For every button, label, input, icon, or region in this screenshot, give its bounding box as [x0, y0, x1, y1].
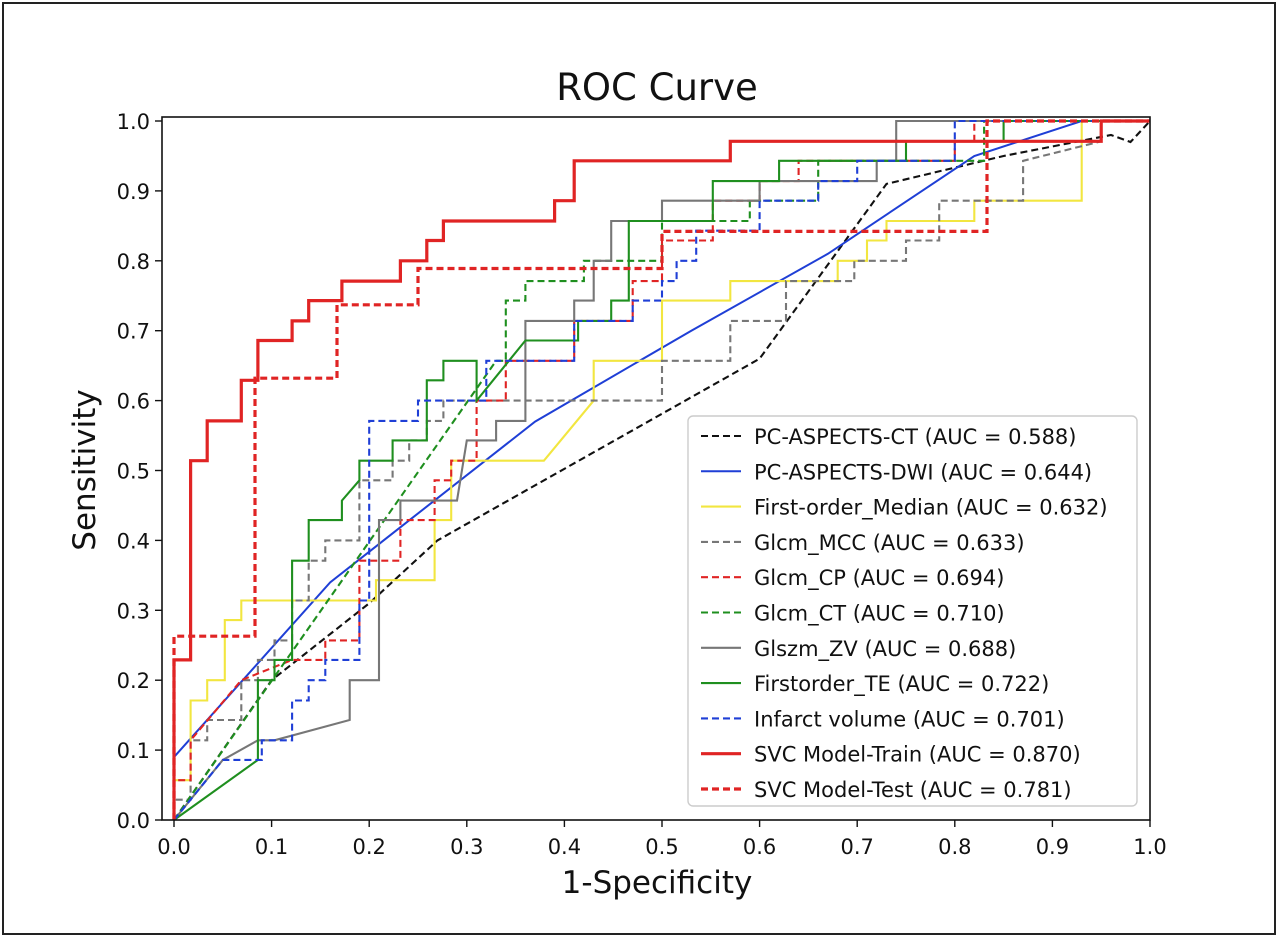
series-line-2	[173, 120, 1150, 758]
series-line-10	[172, 119, 1150, 820]
legend-box	[687, 415, 1138, 807]
x-tick-label: 0.5	[645, 835, 678, 859]
legend-label-6: Glcm_CT (AUC = 0.710)	[754, 602, 1005, 627]
y-tick-label: 0.8	[117, 250, 150, 274]
x-tick-label: 0.4	[548, 835, 581, 859]
chart-title: ROC Curve	[556, 66, 758, 109]
y-tick-label: 0.3	[117, 599, 150, 623]
series-line-8	[173, 119, 1150, 821]
legend-label-3: First-order_Median (AUC = 0.632)	[754, 496, 1108, 521]
legend-label-4: Glcm_MCC (AUC = 0.633)	[754, 531, 1025, 556]
tick-layer: 0.0 0.1 0.2 0.3 0.4 0.5 0.6 0.7 0.8 0.9 1.0 0.0 0.1 0…	[117, 110, 1167, 859]
legend-label-10: SVC Model-Train (AUC = 0.870)	[754, 743, 1081, 767]
x-axis-label: 1-Specificity	[562, 865, 753, 901]
x-tick-label: 0.2	[352, 835, 385, 859]
x-tick-label: 0.7	[840, 835, 873, 859]
legend-label-1: PC-ASPECTS-CT (AUC = 0.588)	[754, 425, 1077, 449]
series-line-11	[172, 119, 1150, 820]
legend-label-8: Firstorder_TE (AUC = 0.722)	[754, 672, 1049, 697]
legend-label-2: PC-ASPECTS-DWI (AUC = 0.644)	[754, 460, 1092, 484]
series-line-4	[172, 119, 1150, 820]
y-tick-label: 0.9	[117, 180, 150, 204]
plot-area-frame	[161, 116, 1151, 821]
x-tick-label: 0.8	[938, 835, 971, 859]
y-tick-label: 1.0	[117, 110, 150, 134]
series-line-9	[173, 119, 1150, 821]
legend-label-9: Infarct volume (AUC = 0.701)	[754, 707, 1065, 731]
x-tick-label: 0.6	[743, 835, 776, 859]
y-tick-label: 0.7	[117, 320, 150, 344]
y-axis-label: Sensitivity	[67, 389, 103, 550]
x-tick-label: 0.0	[157, 835, 190, 859]
x-tick-label: 0.1	[255, 835, 288, 859]
x-tick-label: 0.9	[1036, 835, 1069, 859]
series-line-1	[173, 120, 1151, 821]
y-tick-label: 0.1	[117, 739, 150, 763]
legend-label-11: SVC Model-Test (AUC = 0.781)	[754, 778, 1072, 802]
legend-label-5: Glcm_CP (AUC = 0.694)	[754, 566, 1004, 591]
y-tick-label: 0.2	[117, 669, 150, 693]
x-tick-label: 0.3	[450, 835, 483, 859]
x-tick-label: 1.0	[1133, 835, 1166, 859]
series-layer	[172, 119, 1151, 821]
y-tick-label: 0.4	[117, 529, 150, 553]
y-tick-label: 0.0	[117, 809, 150, 833]
y-tick-label: 0.5	[117, 460, 150, 484]
legend-label-7: Glszm_ZV (AUC = 0.688)	[754, 637, 1016, 662]
y-tick-label: 0.6	[117, 390, 150, 414]
legend: PC-ASPECTS-CT (AUC = 0.588) PC-ASPECTS-DW…	[687, 415, 1138, 807]
